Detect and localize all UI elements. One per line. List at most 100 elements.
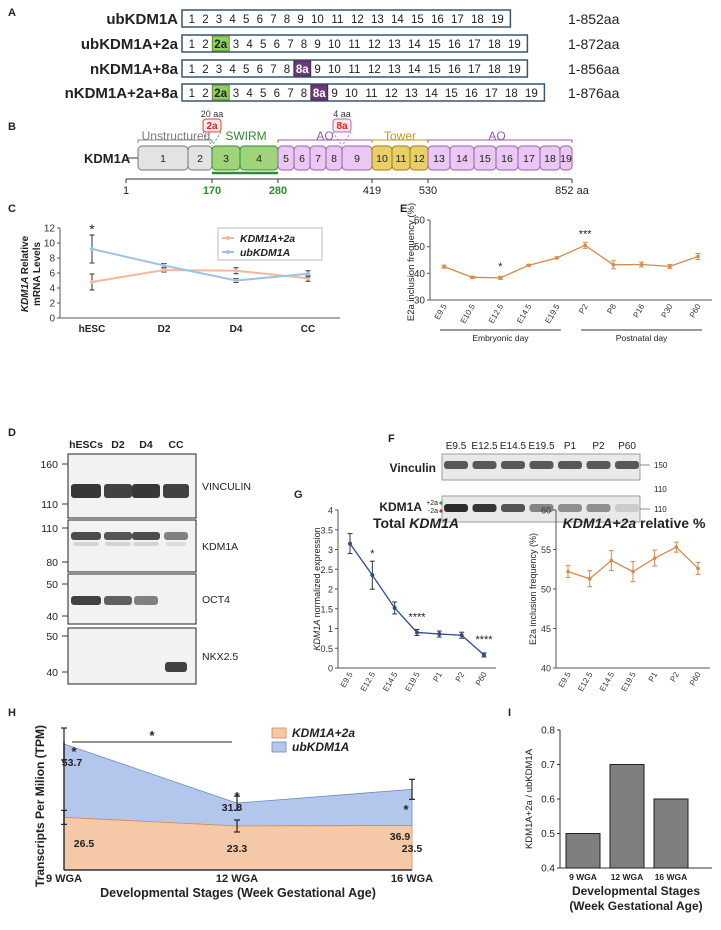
- data-point: [652, 556, 657, 560]
- mw-label: 80: [46, 557, 58, 569]
- exon-label: 3: [216, 64, 222, 76]
- data-point: [437, 632, 442, 637]
- data-point: [234, 268, 238, 273]
- blot-band: [472, 504, 497, 512]
- domain-exon-label: 9: [354, 153, 360, 165]
- y-label-italic: KDM1A: [20, 274, 31, 312]
- domain-map: KDM1A 1 2 3 4 5 6 7 8 9 10 11 12 13 14 15 16 17 18 19Unstru…: [84, 109, 590, 197]
- y-tick-label: 0.4: [541, 864, 555, 875]
- blot-band: [164, 532, 188, 540]
- insert-2a-leader: [202, 131, 222, 147]
- exon-label: 4: [229, 64, 236, 76]
- lane-label: hESCs: [69, 439, 103, 451]
- insert-2a-size: 20 aa: [201, 109, 224, 119]
- data-point: [696, 254, 700, 259]
- x-tick-label: E19.5: [403, 670, 422, 693]
- data-point: [90, 280, 94, 284]
- data-point: [442, 264, 446, 269]
- legend-label: ubKDM1A: [240, 247, 290, 259]
- x-tick-label: E9.5: [339, 670, 355, 689]
- exon-label: 5: [260, 88, 266, 100]
- blot-band: [71, 532, 101, 540]
- blot-band: [501, 461, 525, 469]
- chart-title: Total KDM1A: [373, 515, 459, 531]
- y-tick-label: 1.5: [320, 604, 333, 614]
- isoform-range: 1-856aa: [568, 61, 620, 77]
- exon-label: 13: [388, 39, 401, 51]
- exon-label: 11: [348, 64, 360, 76]
- data-point: [696, 566, 700, 571]
- exon-label: 14: [425, 88, 438, 100]
- panel-letter-c: C: [8, 203, 16, 215]
- blot-label-kdm1a: KDM1A: [379, 500, 422, 514]
- blot-band: [71, 484, 101, 498]
- exon-label: 4: [229, 14, 236, 26]
- exon-label: 10: [328, 64, 341, 76]
- y-label-italic: KDM1A: [312, 617, 322, 650]
- exon-label: 19: [508, 64, 521, 76]
- y-axis-label-line2: mRNA Levels: [32, 242, 43, 307]
- blot-band: [133, 542, 159, 546]
- panel-letter-h: H: [8, 707, 16, 719]
- exon-label: 15: [445, 88, 458, 100]
- x-tick-label: P8: [605, 302, 618, 315]
- exon-label: 7: [287, 39, 293, 51]
- blot-band: [105, 542, 131, 546]
- insert-2a-label: 2a: [206, 121, 218, 132]
- x-tick-label: 16 WGA: [655, 872, 688, 882]
- y-axis-label: KDM1A+2a / ubKDM1A: [524, 748, 535, 849]
- data-point: [498, 276, 503, 280]
- mw-label: 110: [41, 523, 58, 535]
- blot-band: [586, 461, 611, 469]
- lane-label: E19.5: [528, 441, 555, 452]
- mw-label: 110: [41, 499, 58, 511]
- exon-label: 9: [314, 39, 320, 51]
- significance-mark: *: [403, 802, 409, 817]
- data-point: [459, 633, 464, 638]
- exon-label: 18: [488, 64, 501, 76]
- exon-label: 7: [287, 88, 293, 100]
- data-point: [639, 262, 644, 267]
- band-marker-green: [439, 501, 443, 505]
- lane-label: E9.5: [446, 441, 467, 452]
- domain-exon-label: 10: [376, 153, 388, 165]
- isoform-diagram: ubKDM1A 1 2 3 4 5 6 7 8 9 10 11 12 13 14 15 16 17 18 19 1-85…: [65, 9, 620, 102]
- exon-label: 5: [260, 39, 266, 51]
- exon-label: 6: [257, 14, 263, 26]
- group-label: Embryonic day: [472, 333, 529, 343]
- x-tick-label: P2: [577, 302, 590, 315]
- x-tick-label: P2: [668, 670, 681, 683]
- x-tick-label: 16 WGA: [391, 873, 433, 885]
- blot-band: [166, 542, 186, 546]
- data-point: [370, 573, 375, 578]
- mw-label: 50: [46, 631, 58, 643]
- y-tick-label: 50: [414, 242, 426, 253]
- lane-label: P2: [592, 441, 605, 452]
- band-label-minus: -2a: [428, 508, 438, 515]
- exon-label: 9: [331, 88, 337, 100]
- western-blot-d: hESCs D2 D4 CC VINCULIN 160 110 KDM1A 110 80 OCT4 5…: [40, 439, 251, 685]
- legend-marker: [226, 250, 230, 254]
- exon-label: 19: [491, 14, 504, 26]
- significance-mark: *: [234, 789, 240, 804]
- exon-label: 7: [270, 64, 276, 76]
- blot-band: [529, 461, 554, 469]
- y-tick-label: 2.5: [320, 565, 333, 575]
- panel-letter-a: A: [8, 7, 16, 19]
- blot-band: [104, 596, 132, 605]
- mw-label: 40: [46, 611, 58, 623]
- exon-label: 18: [488, 39, 501, 51]
- y-tick-label: 2: [49, 299, 55, 310]
- x-tick-label: E19.5: [619, 670, 638, 693]
- lane-label: P1: [564, 441, 577, 452]
- blot-band: [615, 461, 639, 469]
- data-point: [482, 652, 486, 657]
- x-tick-label: P60: [688, 302, 703, 319]
- lane-label: D2: [111, 439, 125, 451]
- exon-label: 14: [408, 39, 421, 51]
- exon-8a-box: [310, 84, 329, 101]
- panel-letter-i: I: [508, 707, 511, 719]
- exon-label: 11: [365, 88, 377, 100]
- value-label-bottom: 23.5: [402, 843, 423, 855]
- significance-mark: ****: [475, 634, 493, 646]
